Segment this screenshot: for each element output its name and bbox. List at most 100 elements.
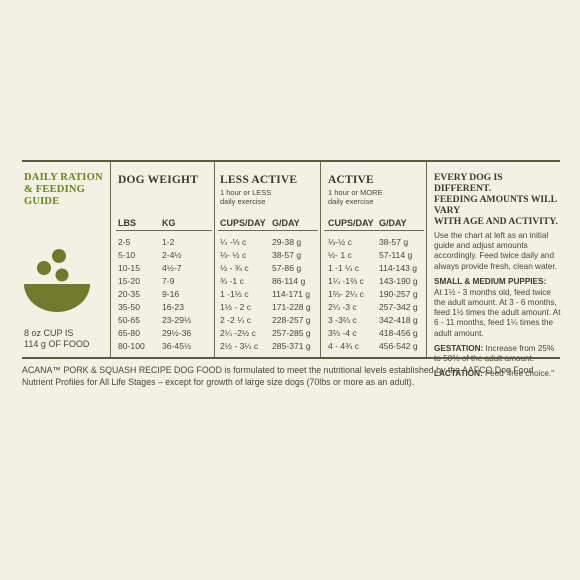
lbs-cell: 65-80 [118, 328, 140, 338]
g-less-cell: 29-38 g [272, 237, 302, 247]
cups-less-cell: ¼ -⅓ c [220, 237, 247, 247]
g-active-cell: 257-342 g [379, 302, 418, 312]
g-less-cell: 257-285 g [272, 328, 311, 338]
g-less-cell: 86-114 g [272, 276, 306, 286]
g-active-header: G/DAY [379, 218, 407, 228]
g-active-cell: 418-456 g [379, 328, 418, 338]
lbs-cell: 10-15 [118, 263, 140, 273]
lbs-cell: 2-5 [118, 237, 131, 247]
cups-less-cell: ½ - ¾ c [220, 263, 249, 273]
cups-less-cell: 2¼ -2½ c [220, 328, 256, 338]
g-less-cell: 38-57 g [272, 250, 302, 260]
cups-less-cell: ⅓- ½ c [220, 250, 247, 260]
cups-active-cell: 3 -3⅔ c [328, 315, 357, 325]
notes-intro: Use the chart at left as an initial guid… [434, 231, 557, 271]
g-less-cell: 285-371 g [272, 341, 311, 351]
cups-less-cell: ¾ -1 c [220, 276, 244, 286]
kg-cell: 29½-36 [162, 328, 192, 338]
g-less-cell: 228-257 g [272, 315, 311, 325]
kg-cell: 2-4½ [162, 250, 182, 260]
cups-less-cell: 1 -1½ c [220, 289, 249, 299]
cups-active-cell: ½- 1 c [328, 250, 352, 260]
cups-less-cell: 1½ - 2 c [220, 302, 252, 312]
dog-weight-heading: DOG WEIGHT [118, 174, 199, 186]
bowl-icon [24, 249, 90, 312]
guide-title-line: GUIDE [24, 196, 60, 207]
feeding-notes: EVERY DOG IS DIFFERENT. FEEDING AMOUNTS … [434, 172, 562, 379]
lbs-cell: 15-20 [118, 276, 140, 286]
cup-note-line: 8 oz CUP IS [24, 328, 74, 338]
guide-title-line: DAILY RATION [24, 172, 103, 183]
divider [320, 162, 321, 357]
notes-heading-line: WITH AGE AND ACTIVITY. [434, 216, 558, 227]
notes-heading: EVERY DOG IS DIFFERENT. FEEDING AMOUNTS … [434, 172, 562, 227]
divider [426, 162, 427, 357]
cups-active-cell: 1⅔- 2¼ c [328, 289, 364, 299]
less-active-subheading: 1 hour or LESS daily exercise [220, 188, 271, 206]
top-rule [22, 160, 560, 162]
gestation-note: GESTATION: Increase from 25% to 50% of t… [434, 344, 562, 364]
cups-active-cell: 3⅔ -4 c [328, 328, 357, 338]
cups-active-cell: 1¼ -1⅔ c [328, 276, 364, 286]
cups-less-header: CUPS/DAY [220, 218, 266, 228]
cup-note: 8 oz CUP IS 114 g OF FOOD [24, 328, 89, 350]
cups-active-cell: 4 - 4¾ c [328, 341, 360, 351]
g-active-cell: 342-418 g [379, 315, 418, 325]
lbs-cell: 35-50 [118, 302, 140, 312]
gestation-label: GESTATION: [434, 343, 484, 353]
g-active-cell: 114-143 g [379, 263, 418, 273]
lactation-text: Feed "free choice." [482, 369, 555, 379]
lactation-label: LACTATION: [434, 369, 483, 379]
active-subheading: 1 hour or MORE daily exercise [328, 188, 383, 206]
lbs-cell: 50-65 [118, 315, 140, 325]
subheader-rule [324, 230, 424, 231]
guide-title-line: & FEEDING [24, 184, 86, 195]
kg-header: KG [162, 218, 176, 228]
kg-cell: 7-9 [162, 276, 175, 286]
kg-cell: 9-16 [162, 289, 180, 299]
cups-active-cell: 1 -1 ¼ c [328, 263, 360, 273]
less-active-sub-line: daily exercise [220, 197, 266, 206]
kg-cell: 16-23 [162, 302, 184, 312]
subheader-rule [116, 230, 212, 231]
notes-heading-line: EVERY DOG IS DIFFERENT. [434, 172, 503, 194]
subheader-rule [218, 230, 318, 231]
lbs-header: LBS [118, 218, 136, 228]
g-active-cell: 456-542 g [379, 341, 418, 351]
cups-active-cell: 2¼ -3 c [328, 302, 357, 312]
kg-cell: 4½-7 [162, 263, 182, 273]
lactation-note: LACTATION: Feed "free choice." [434, 369, 562, 379]
g-active-cell: 38-57 g [379, 237, 409, 247]
g-active-cell: 143-190 g [379, 276, 418, 286]
cups-active-header: CUPS/DAY [328, 218, 374, 228]
less-active-heading: LESS ACTIVE [220, 174, 298, 186]
g-active-cell: 57-114 g [379, 250, 413, 260]
bottom-rule [22, 357, 560, 359]
cups-less-cell: 2½ - 3¼ c [220, 341, 259, 351]
divider [110, 162, 111, 357]
cup-note-line: 114 g OF FOOD [24, 339, 90, 349]
cups-active-cell: ⅓-½ c [328, 237, 352, 247]
kg-cell: 23-29½ [162, 315, 192, 325]
active-heading: ACTIVE [328, 174, 374, 186]
kg-cell: 36-45½ [162, 341, 192, 351]
less-active-sub-line: 1 hour or LESS [220, 188, 272, 197]
guide-title: DAILY RATION & FEEDING GUIDE [24, 172, 104, 208]
g-less-header: G/DAY [272, 218, 300, 228]
divider [214, 162, 215, 357]
kg-cell: 1-2 [162, 237, 175, 247]
footer-statement: ACANA™ PORK & SQUASH RECIPE DOG FOOD is … [22, 365, 534, 387]
g-less-cell: 114-171 g [272, 289, 311, 299]
puppies-heading: SMALL & MEDIUM PUPPIES: [434, 276, 547, 286]
cups-less-cell: 2 -2 ¼ c [220, 315, 252, 325]
notes-heading-line: FEEDING AMOUNTS WILL VARY [434, 194, 557, 216]
g-active-cell: 190-257 g [379, 289, 418, 299]
lbs-cell: 80-100 [118, 341, 145, 351]
lbs-cell: 5-10 [118, 250, 136, 260]
lbs-cell: 20-35 [118, 289, 140, 299]
g-less-cell: 57-86 g [272, 263, 302, 273]
active-sub-line: daily exercise [328, 197, 374, 206]
g-less-cell: 171-228 g [272, 302, 311, 312]
active-sub-line: 1 hour or MORE [328, 188, 383, 197]
puppies-text: At 1½ - 3 months old, feed twice the adu… [434, 287, 561, 338]
